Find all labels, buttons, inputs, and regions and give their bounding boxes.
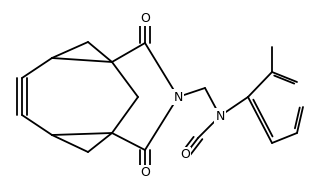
Text: O: O bbox=[140, 11, 150, 24]
Text: N: N bbox=[173, 90, 183, 103]
Text: O: O bbox=[180, 149, 190, 162]
Text: O: O bbox=[140, 166, 150, 179]
Text: N: N bbox=[215, 110, 225, 122]
